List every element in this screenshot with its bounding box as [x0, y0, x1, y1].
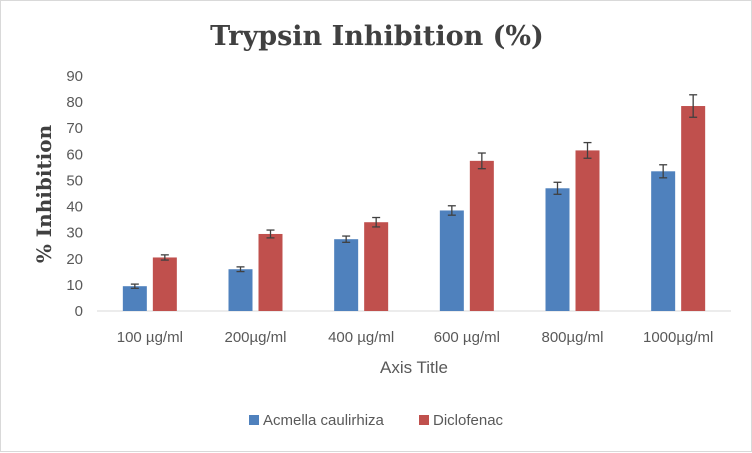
legend-label: Diclofenac: [433, 412, 504, 429]
bars: [122, 106, 706, 312]
y-tick-label: 0: [75, 303, 83, 320]
bar: [228, 269, 253, 311]
bar: [681, 106, 706, 312]
bar: [152, 257, 177, 311]
y-tick-label: 70: [66, 120, 83, 137]
y-tick-label: 60: [66, 146, 83, 163]
y-tick-label: 40: [66, 199, 83, 216]
bar: [258, 233, 283, 311]
chart-title: Trypsin Inhibition (%): [210, 21, 544, 52]
bar: [651, 171, 676, 311]
x-tick-label: 200µg/ml: [224, 329, 286, 346]
y-tick-label: 90: [66, 68, 83, 85]
y-tick-label: 10: [66, 277, 83, 294]
y-axis-ticks: 0 10 20 30 40 50 60 70 80 90: [66, 68, 83, 320]
y-axis-label: % Inhibition: [32, 124, 56, 263]
bar: [334, 239, 359, 311]
legend-label: Acmella caulirhiza: [263, 412, 385, 429]
bar: [545, 188, 570, 311]
bar: [575, 150, 600, 311]
x-tick-label: 600 µg/ml: [434, 329, 500, 346]
bar: [469, 160, 494, 311]
error-bars: [130, 94, 698, 289]
x-tick-label: 400 µg/ml: [328, 329, 394, 346]
y-tick-label: 30: [66, 225, 83, 242]
bar: [122, 286, 147, 311]
x-tick-label: 800µg/ml: [541, 329, 603, 346]
x-axis-ticks: 100 µg/ml 200µg/ml 400 µg/ml 600 µg/ml 800µg…: [117, 329, 714, 346]
x-tick-label: 100 µg/ml: [117, 329, 183, 346]
y-tick-label: 50: [66, 172, 83, 189]
legend: Acmella caulirhiza Diclofenac: [249, 412, 504, 429]
y-tick-label: 20: [66, 251, 83, 268]
x-tick-label: 1000µg/ml: [643, 329, 713, 346]
x-axis-label: Axis Title: [380, 358, 448, 377]
legend-swatch: [249, 415, 259, 425]
legend-swatch: [419, 415, 429, 425]
bar: [364, 222, 389, 311]
bar: [439, 210, 464, 311]
y-tick-label: 80: [66, 94, 83, 111]
